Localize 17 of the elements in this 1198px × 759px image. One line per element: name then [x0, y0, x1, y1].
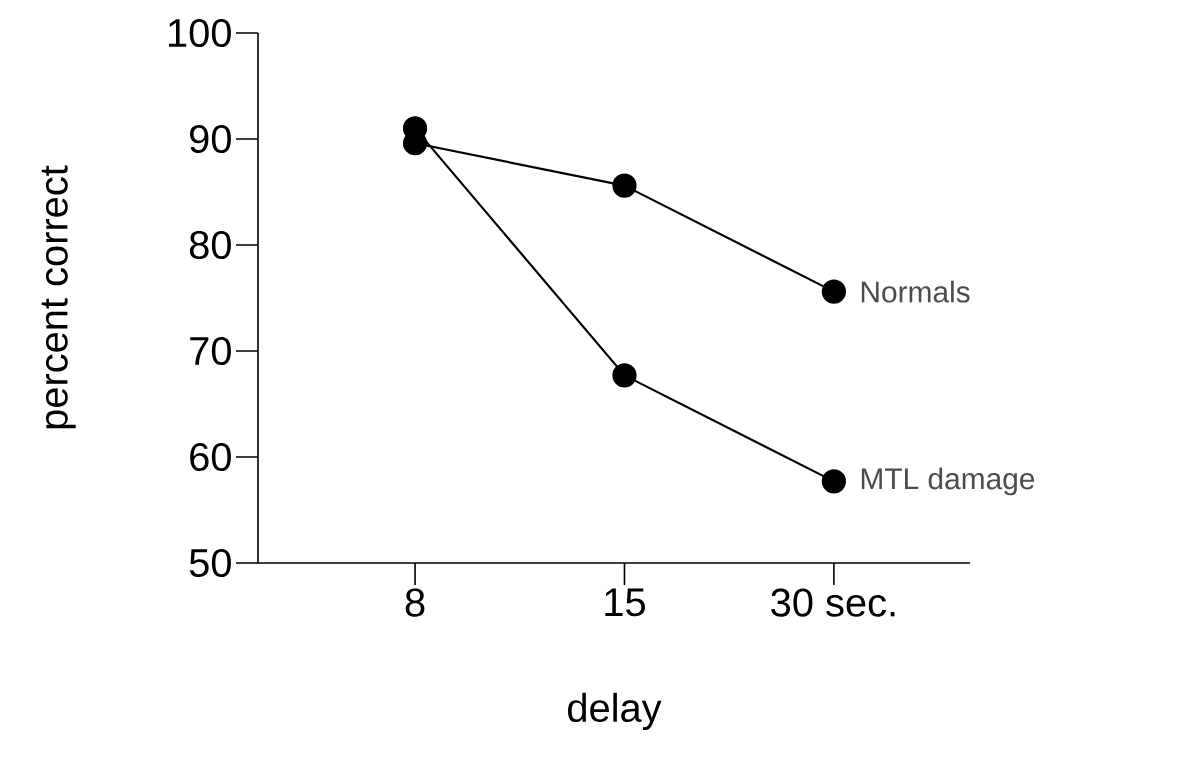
- y-tick-label: 90: [190, 124, 231, 154]
- x-tick-label: 15: [605, 588, 645, 617]
- point: [821, 469, 846, 494]
- y-tick-label: 50: [189, 548, 231, 578]
- y-tick-label: 70: [190, 336, 231, 366]
- y-tick-label: 60: [190, 442, 231, 472]
- legend-label: Normals: [861, 280, 970, 303]
- point: [612, 173, 637, 198]
- y-tick-label: 80: [189, 230, 231, 260]
- legend-label: MTL damage: [861, 467, 1035, 496]
- x-tick-label: 8: [405, 588, 425, 617]
- x-axis-title: delay: [568, 692, 662, 730]
- point: [612, 363, 637, 388]
- y-axis-title: percent correct: [41, 165, 76, 429]
- y-tick-label: 100: [169, 18, 231, 48]
- x-tick-label: 30 sec.: [771, 588, 895, 617]
- point: [821, 279, 846, 304]
